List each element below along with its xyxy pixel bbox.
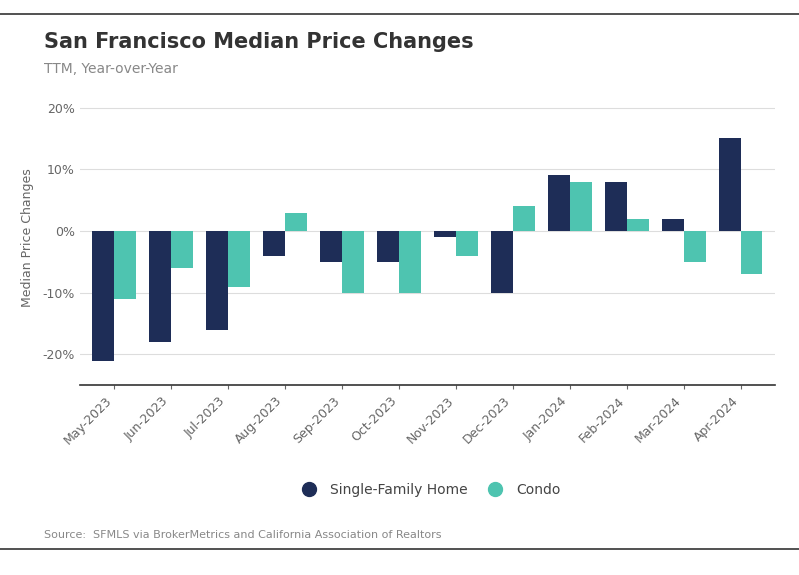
Bar <box>662 218 684 231</box>
Bar <box>627 218 649 231</box>
Bar <box>149 231 171 342</box>
Bar <box>435 231 456 237</box>
Bar <box>377 231 399 262</box>
Bar <box>399 231 420 293</box>
Legend: Single-Family Home, Condo: Single-Family Home, Condo <box>289 478 566 503</box>
Bar <box>513 206 535 231</box>
Text: San Francisco Median Price Changes: San Francisco Median Price Changes <box>44 32 474 52</box>
Bar <box>171 231 193 268</box>
Text: TTM, Year-over-Year: TTM, Year-over-Year <box>44 62 178 75</box>
Bar <box>684 231 706 262</box>
Bar <box>456 231 478 256</box>
Bar <box>548 175 570 231</box>
Bar <box>491 231 513 293</box>
Bar <box>719 139 741 231</box>
Bar <box>570 182 591 231</box>
Bar <box>342 231 364 293</box>
Text: Source:  SFMLS via BrokerMetrics and California Association of Realtors: Source: SFMLS via BrokerMetrics and Cali… <box>44 531 441 540</box>
Bar <box>741 231 762 274</box>
Y-axis label: Median Price Changes: Median Price Changes <box>22 168 34 306</box>
Bar <box>285 213 307 231</box>
Bar <box>93 231 114 361</box>
Bar <box>114 231 136 299</box>
Bar <box>264 231 285 256</box>
Bar <box>206 231 228 329</box>
Bar <box>605 182 627 231</box>
Bar <box>320 231 342 262</box>
Bar <box>228 231 250 286</box>
